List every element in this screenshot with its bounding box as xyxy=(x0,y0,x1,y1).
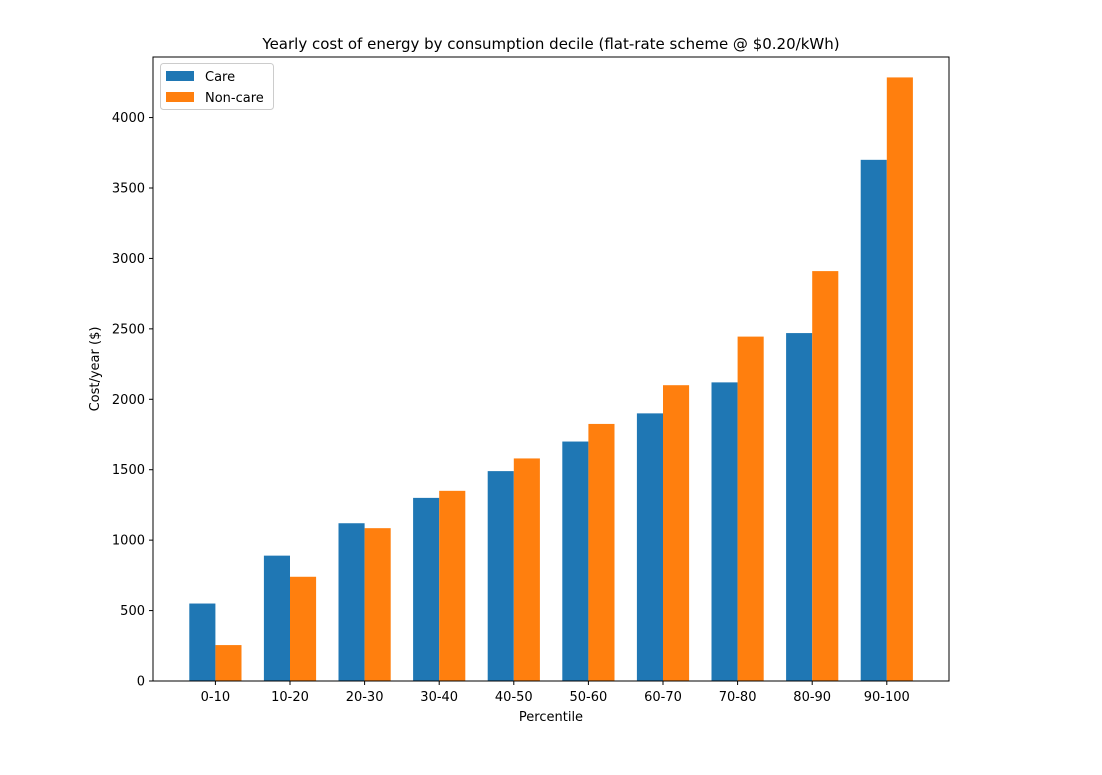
legend: Care Non-care xyxy=(160,63,274,110)
plot-frame xyxy=(152,56,950,682)
x-tick-label: 60-70 xyxy=(644,690,682,705)
bar-care-0-10 xyxy=(189,603,216,681)
bar-care-40-50 xyxy=(487,471,514,681)
bar-care-80-90 xyxy=(786,333,813,681)
bar-care-70-80 xyxy=(711,382,738,681)
bar-non-care-70-80 xyxy=(737,336,764,681)
bar-care-50-60 xyxy=(562,441,589,681)
bar-non-care-40-50 xyxy=(513,458,540,681)
x-axis-label: Percentile xyxy=(519,710,583,725)
y-tick-label: 2500 xyxy=(112,322,145,337)
bar-care-30-40 xyxy=(413,497,440,681)
y-tick-label: 1500 xyxy=(112,463,145,478)
bar-non-care-60-70 xyxy=(663,385,690,681)
x-tick-label: 10-20 xyxy=(271,690,309,705)
x-tick-label: 70-80 xyxy=(719,690,757,705)
x-tick-label: 50-60 xyxy=(570,690,608,705)
x-tick-label: 80-90 xyxy=(793,690,831,705)
bar-care-60-70 xyxy=(636,413,663,681)
y-tick-label: 2000 xyxy=(112,393,145,408)
bar-non-care-90-100 xyxy=(886,77,913,682)
bar-non-care-0-10 xyxy=(215,645,242,681)
bars-layer xyxy=(189,77,913,682)
chart-title: Yearly cost of energy by consumption dec… xyxy=(261,35,839,53)
x-axis: 0-10 10-20 20-30 30-40 40-50 50-60 60-70 70-80 8… xyxy=(201,681,910,705)
x-tick-label: 40-50 xyxy=(495,690,533,705)
bar-care-20-30 xyxy=(338,523,365,681)
y-tick-label: 3000 xyxy=(112,252,145,267)
y-tick-label: 500 xyxy=(120,604,145,619)
bar-care-10-20 xyxy=(263,555,290,681)
x-tick-label: 30-40 xyxy=(420,690,458,705)
bar-non-care-80-90 xyxy=(812,271,839,681)
y-tick-label: 4000 xyxy=(112,111,145,126)
bar-care-90-100 xyxy=(860,159,887,681)
legend-label-non-care: Non-care xyxy=(205,91,264,106)
y-tick-label: 0 xyxy=(137,675,145,690)
bar-non-care-10-20 xyxy=(290,576,317,681)
y-axis-label: Cost/year ($) xyxy=(88,327,103,412)
x-tick-label: 90-100 xyxy=(864,690,910,705)
bar-non-care-50-60 xyxy=(588,423,615,681)
legend-swatch-care xyxy=(166,71,194,81)
y-tick-label: 3500 xyxy=(112,181,145,196)
y-axis: 0 500 1000 1500 2000 2500 3000 3500 4000 xyxy=(112,111,153,690)
bar-non-care-20-30 xyxy=(364,528,391,681)
legend-swatch-non-care xyxy=(166,92,194,102)
legend-label-care: Care xyxy=(205,70,235,85)
x-tick-label: 20-30 xyxy=(346,690,384,705)
x-tick-label: 0-10 xyxy=(201,690,231,705)
y-tick-label: 1000 xyxy=(112,534,145,549)
bar-non-care-30-40 xyxy=(439,490,466,681)
